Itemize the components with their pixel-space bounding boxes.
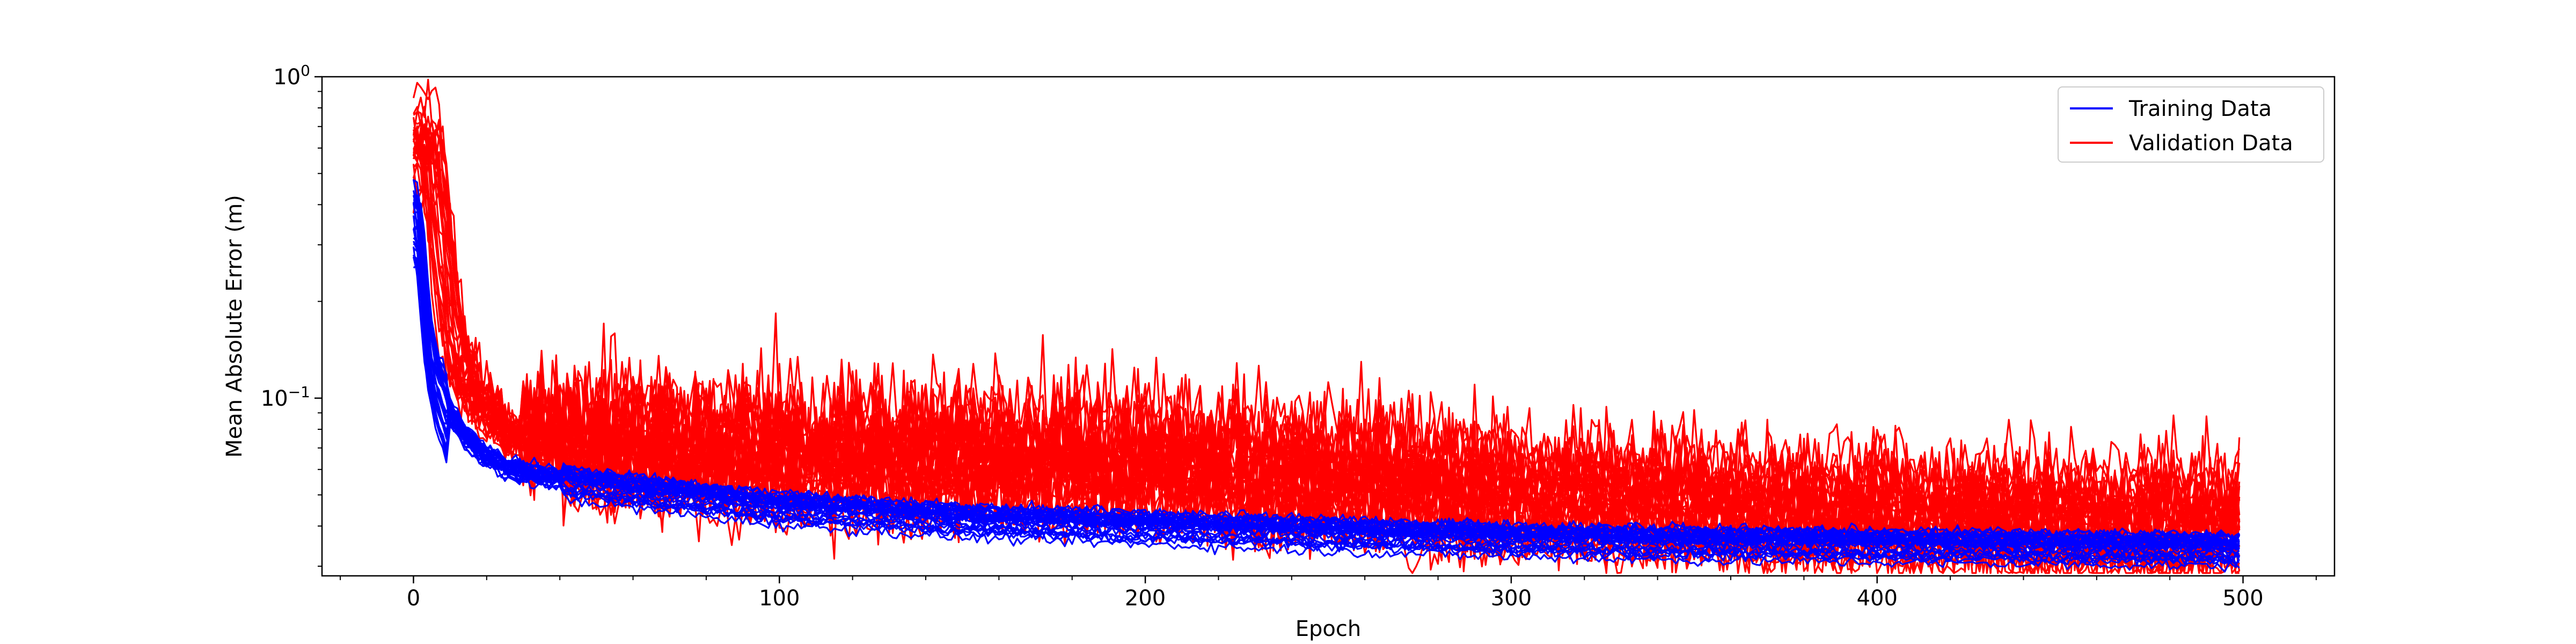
x-tick-label: 300 bbox=[1491, 586, 1532, 611]
validation-run-line bbox=[412, 138, 2240, 513]
x-tick-label: 500 bbox=[2222, 586, 2263, 611]
x-tick-label: 200 bbox=[1125, 586, 1166, 611]
legend-label-validation: Validation Data bbox=[2129, 131, 2293, 156]
axis-ticks: 0 100 200 300 400 500 10−1 100 bbox=[261, 62, 2317, 611]
x-tick-label: 0 bbox=[407, 586, 420, 611]
training-run-line bbox=[413, 194, 2240, 566]
training-run-line bbox=[413, 254, 2240, 560]
training-run-line bbox=[413, 240, 2240, 573]
training-run-line bbox=[413, 200, 2241, 544]
legend-label-training: Training Data bbox=[2128, 97, 2272, 121]
x-axis-label: Epoch bbox=[1296, 617, 1361, 641]
training-run-line bbox=[412, 195, 2240, 552]
legend: Training Data Validation Data bbox=[2058, 86, 2324, 163]
x-tick-label: 400 bbox=[1857, 586, 1898, 611]
validation-run-line bbox=[413, 119, 2241, 553]
y-tick-label: 10−1 bbox=[261, 383, 310, 411]
validation-run-line bbox=[413, 119, 2241, 539]
x-tick-label: 100 bbox=[759, 586, 800, 611]
y-axis-label: Mean Absolute Error (m) bbox=[222, 195, 247, 458]
series-lines bbox=[412, 78, 2241, 574]
y-tick-label: 100 bbox=[273, 62, 310, 90]
axes-frame bbox=[321, 76, 2336, 577]
legend-box bbox=[2058, 86, 2324, 163]
